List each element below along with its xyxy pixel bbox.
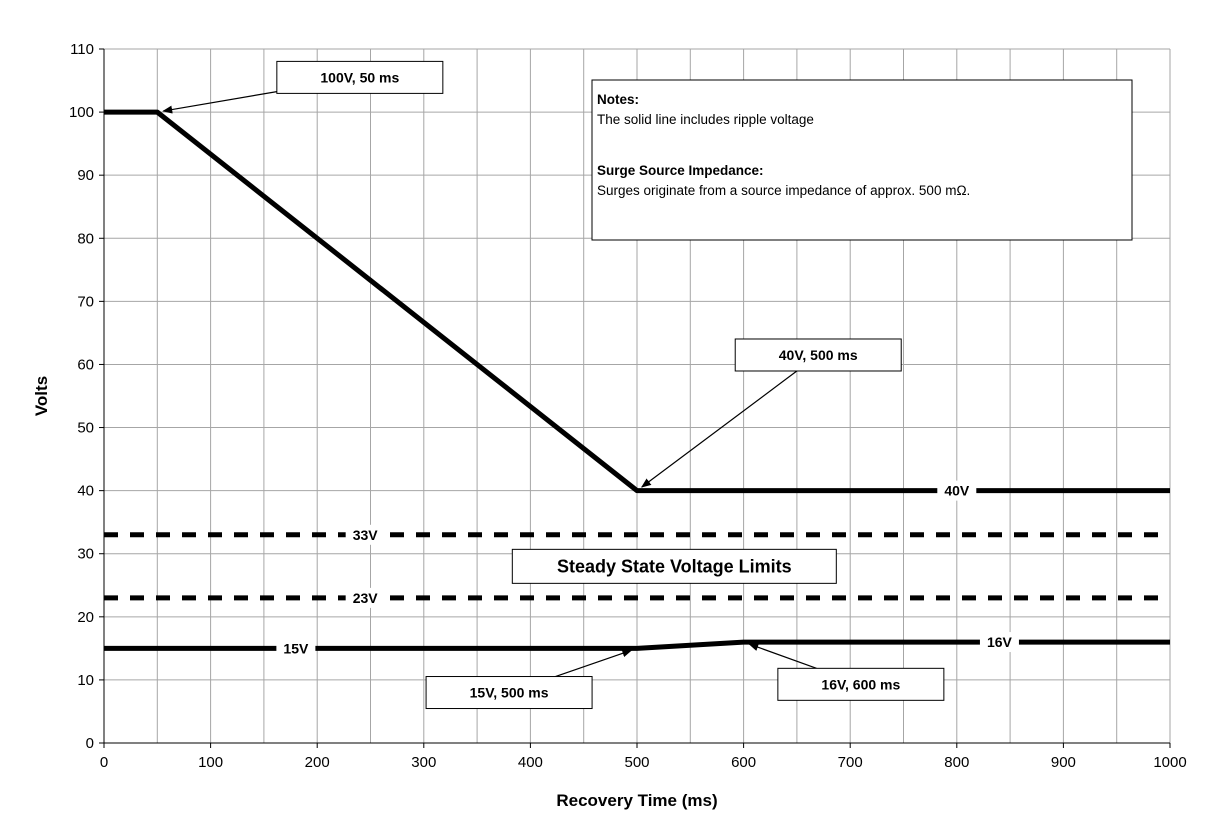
line-label-15v-bg <box>276 638 316 659</box>
x-tick-label-1000: 1000 <box>1153 754 1186 771</box>
annotation-label-40v-500-ms: 40V, 500 ms <box>779 347 858 363</box>
x-tick-label-600: 600 <box>731 754 756 771</box>
x-tick-label-900: 900 <box>1051 754 1076 771</box>
y-tick-label-10: 10 <box>77 672 94 689</box>
annotation-box-16v-600-ms <box>777 667 945 701</box>
y-tick-label-90: 90 <box>77 167 94 184</box>
line-labels: 40V 16V 33V 23V 15V <box>276 480 1019 659</box>
y-tick-label-100: 100 <box>69 104 94 121</box>
x-tick-label-400: 400 <box>518 754 543 771</box>
series <box>104 109 1170 651</box>
x-tick-label-100: 100 <box>198 754 223 771</box>
x-axis-title: Recovery Time (ms) <box>556 791 717 810</box>
line-label-16v-bg <box>979 632 1019 653</box>
steady-state-box <box>511 548 837 584</box>
annotation-box-40v-500-ms <box>734 338 902 372</box>
annotation-arrow-100v-50-ms <box>162 91 277 114</box>
line-label-23v-bg <box>345 587 385 608</box>
notes-line-impedance: Surges originate from a source impedance… <box>597 183 970 198</box>
annotation-label-15v-500-ms: 15V, 500 ms <box>470 685 549 701</box>
line-label-33v-bg <box>345 524 385 545</box>
annotation-arrow-15v-500-ms <box>555 649 633 678</box>
y-tick-label-60: 60 <box>77 356 94 373</box>
x-tick-label-300: 300 <box>411 754 436 771</box>
line-label-33v: 33V <box>353 527 379 543</box>
y-tick-label-30: 30 <box>77 546 94 563</box>
x-tick-label-500: 500 <box>624 754 649 771</box>
series-line-40v <box>104 109 1170 494</box>
y-tick-label-50: 50 <box>77 420 94 437</box>
x-tick-label-700: 700 <box>838 754 863 771</box>
x-tick-label-800: 800 <box>944 754 969 771</box>
annotation-arrow-16v-600-ms <box>748 643 817 669</box>
annotation-box-100v-50-ms <box>276 60 444 94</box>
annotations: Steady State Voltage Limits 100V, 50 ms 40… <box>162 60 945 710</box>
y-axis-title: Volts <box>32 376 51 416</box>
notes-heading-impedance: Surge Source Impedance: <box>597 163 764 178</box>
annotation-arrow-40v-500-ms <box>641 370 798 488</box>
y-tick-label-110: 110 <box>70 41 94 58</box>
y-tick-label-20: 20 <box>77 609 94 626</box>
annotation-box-15v-500-ms <box>425 676 593 710</box>
y-tick-label-80: 80 <box>77 230 94 247</box>
notes-heading: Notes: <box>597 92 639 107</box>
notes-line-ripple: The solid line includes ripple voltage <box>597 112 814 127</box>
line-label-40v: 40V <box>944 483 970 499</box>
x-tick-label-0: 0 <box>100 754 108 771</box>
line-label-15v: 15V <box>283 640 309 656</box>
line-label-40v-bg <box>937 480 977 501</box>
x-tick-label-200: 200 <box>305 754 330 771</box>
annotation-label-100v-50-ms: 100V, 50 ms <box>320 69 399 85</box>
y-tick-label-70: 70 <box>77 293 94 310</box>
line-label-16v: 16V <box>987 634 1013 650</box>
notes-box: Notes: The solid line includes ripple vo… <box>591 79 1133 241</box>
y-tick-label-0: 0 <box>86 735 94 752</box>
series-line-16v <box>104 639 1170 651</box>
annotation-label-16v-600-ms: 16V, 600 ms <box>821 676 900 692</box>
y-tick-label-40: 40 <box>77 483 94 500</box>
line-label-23v: 23V <box>353 590 379 606</box>
steady-state-label: Steady State Voltage Limits <box>557 556 792 576</box>
